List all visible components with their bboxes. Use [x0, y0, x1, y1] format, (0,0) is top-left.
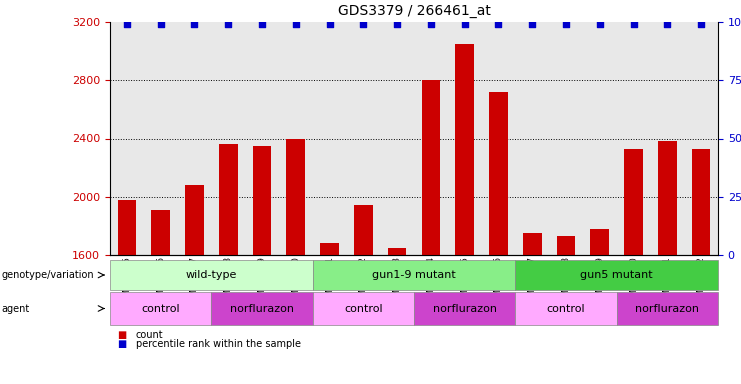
Point: [459, 21, 471, 27]
Bar: [388, 248, 406, 255]
Text: genotype/variation: genotype/variation: [1, 270, 94, 280]
Bar: [313, 292, 414, 325]
Bar: [287, 139, 305, 255]
Text: norflurazon: norflurazon: [635, 303, 700, 313]
Bar: [456, 44, 474, 255]
Point: [256, 21, 268, 27]
Text: gun1-9 mutant: gun1-9 mutant: [372, 270, 456, 280]
Bar: [515, 260, 718, 290]
Bar: [414, 292, 515, 325]
Point: [594, 21, 605, 27]
Bar: [151, 210, 170, 255]
Text: agent: agent: [1, 303, 30, 313]
Bar: [658, 141, 677, 255]
Text: ■: ■: [117, 330, 127, 340]
Text: percentile rank within the sample: percentile rank within the sample: [136, 339, 301, 349]
Point: [222, 21, 234, 27]
Text: ■: ■: [117, 339, 127, 349]
Point: [121, 21, 133, 27]
Bar: [556, 236, 575, 255]
Point: [155, 21, 167, 27]
Bar: [515, 292, 617, 325]
Bar: [118, 200, 136, 255]
Bar: [219, 144, 238, 255]
Point: [357, 21, 369, 27]
Bar: [591, 229, 609, 255]
Bar: [523, 233, 542, 255]
Text: norflurazon: norflurazon: [433, 303, 496, 313]
Point: [526, 21, 538, 27]
Text: control: control: [142, 303, 180, 313]
Bar: [253, 146, 271, 255]
Bar: [489, 92, 508, 255]
Point: [324, 21, 336, 27]
Text: count: count: [136, 330, 164, 340]
Bar: [110, 292, 211, 325]
Point: [560, 21, 572, 27]
Bar: [211, 292, 313, 325]
Point: [290, 21, 302, 27]
Bar: [617, 292, 718, 325]
Bar: [320, 243, 339, 255]
Point: [628, 21, 639, 27]
Text: wild-type: wild-type: [186, 270, 237, 280]
Bar: [624, 149, 643, 255]
Bar: [692, 149, 711, 255]
Bar: [313, 260, 515, 290]
Text: control: control: [344, 303, 382, 313]
Point: [188, 21, 200, 27]
Point: [695, 21, 707, 27]
Text: gun5 mutant: gun5 mutant: [580, 270, 653, 280]
Bar: [185, 185, 204, 255]
Text: norflurazon: norflurazon: [230, 303, 294, 313]
Bar: [110, 260, 313, 290]
Point: [493, 21, 505, 27]
Point: [391, 21, 403, 27]
Bar: [422, 80, 440, 255]
Text: GDS3379 / 266461_at: GDS3379 / 266461_at: [338, 4, 491, 18]
Point: [662, 21, 674, 27]
Text: control: control: [547, 303, 585, 313]
Bar: [354, 205, 373, 255]
Point: [425, 21, 436, 27]
